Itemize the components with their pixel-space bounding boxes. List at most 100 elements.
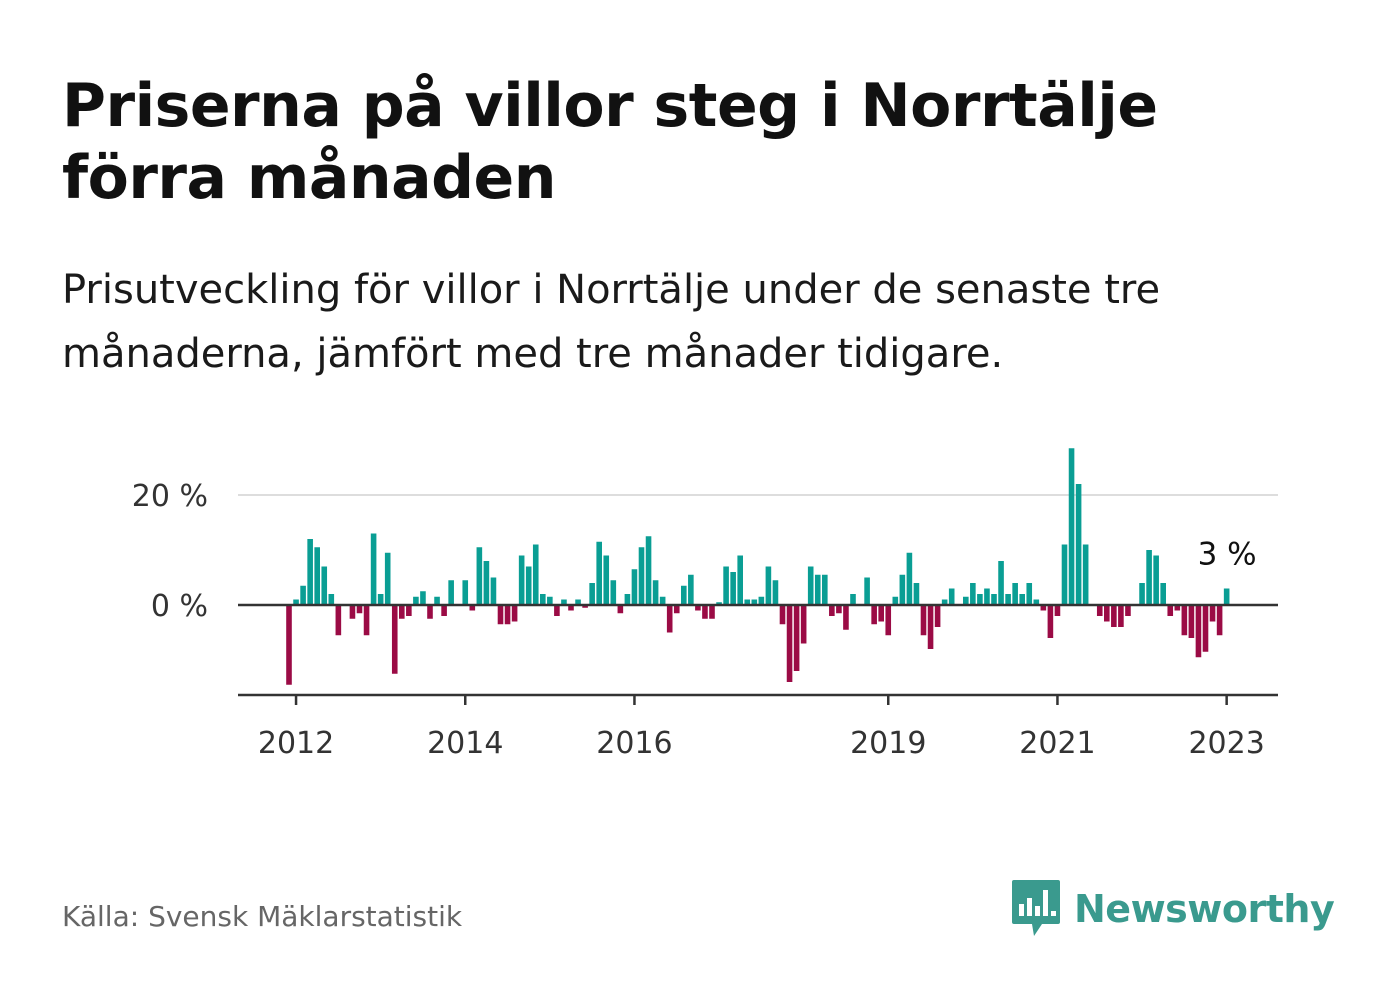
- bar: [1019, 594, 1025, 605]
- bar: [1160, 583, 1166, 605]
- bar: [448, 580, 454, 605]
- bar: [1209, 605, 1216, 622]
- bar: [413, 596, 419, 605]
- bar: [695, 605, 701, 611]
- bar: [1096, 605, 1103, 616]
- bar: [800, 605, 807, 644]
- bar: [688, 574, 694, 605]
- bar: [984, 588, 990, 605]
- bar: [702, 605, 708, 619]
- bar: [631, 569, 638, 605]
- bar: [462, 580, 469, 605]
- bar: [483, 561, 490, 605]
- bar: [1061, 544, 1068, 605]
- bar: [363, 605, 370, 636]
- brand-logo: Newsworthy: [1010, 878, 1335, 940]
- bar: [666, 605, 673, 633]
- bar: [709, 605, 715, 619]
- bar: [582, 605, 588, 608]
- bar: [1181, 605, 1188, 636]
- x-tick-label: 2021: [1019, 726, 1095, 761]
- bar: [1167, 605, 1174, 616]
- bar: [554, 605, 560, 616]
- bar: [293, 599, 299, 605]
- bar: [624, 594, 631, 605]
- bar: [420, 591, 426, 605]
- bar: [871, 605, 877, 625]
- x-tick-label: 2014: [427, 726, 503, 761]
- bar: [1040, 605, 1047, 611]
- bar: [1005, 594, 1011, 605]
- bar: [659, 596, 666, 605]
- bar: [321, 566, 328, 605]
- bar: [568, 605, 574, 611]
- bar: [547, 596, 553, 605]
- bar-chart-speech-bubble-icon: [1012, 880, 1060, 936]
- bar: [991, 594, 997, 605]
- bar: [970, 583, 976, 605]
- bar: [814, 574, 821, 605]
- bar: [941, 599, 948, 605]
- bar: [723, 566, 729, 605]
- bar: [899, 574, 906, 605]
- bar: [596, 541, 602, 605]
- bar: [469, 605, 476, 611]
- bar: [864, 577, 870, 605]
- bar: [476, 547, 483, 605]
- bar: [540, 594, 546, 605]
- bar: [286, 605, 292, 685]
- bar: [441, 605, 447, 616]
- last-value-label: 3 %: [1198, 537, 1257, 573]
- bar: [1216, 605, 1223, 636]
- bar: [934, 605, 941, 627]
- bar: [518, 555, 525, 605]
- bar: [384, 552, 391, 605]
- bar: [617, 605, 624, 614]
- bar: [399, 605, 405, 619]
- bar: [349, 605, 356, 619]
- bar: [1047, 605, 1054, 638]
- source-note: Källa: Svensk Mäklarstatistik: [62, 900, 463, 933]
- bar: [1068, 448, 1075, 605]
- bar: [490, 577, 497, 605]
- bar: [673, 605, 680, 614]
- x-tick-label: 2016: [596, 726, 672, 761]
- bar: [779, 605, 786, 625]
- bar: [758, 596, 765, 605]
- bar: [1146, 550, 1152, 605]
- x-tick-label: 2023: [1188, 726, 1264, 761]
- bar: [807, 566, 814, 605]
- bar: [1111, 605, 1117, 627]
- bar: [822, 574, 828, 605]
- bar: [1139, 583, 1145, 605]
- bar: [765, 566, 772, 605]
- bar: [356, 605, 363, 614]
- bar: [730, 572, 736, 605]
- bar: [1104, 605, 1110, 622]
- bar: [977, 594, 983, 605]
- bar: [1054, 605, 1061, 616]
- bar: [561, 599, 567, 605]
- bar: [575, 599, 581, 605]
- bar: [377, 594, 384, 605]
- bar: [370, 533, 377, 605]
- bar: [1075, 484, 1082, 605]
- bar: [1223, 588, 1230, 605]
- bar: [878, 605, 884, 622]
- bar: [1012, 583, 1018, 605]
- bar: [335, 605, 342, 636]
- bar: [314, 547, 320, 605]
- bar: [927, 605, 934, 649]
- bar: [645, 536, 652, 605]
- bar: [1082, 544, 1089, 605]
- bar: [1153, 555, 1159, 605]
- bar: [892, 596, 899, 605]
- x-tick-label: 2012: [258, 726, 334, 761]
- bar: [751, 599, 758, 605]
- bar: [300, 585, 306, 605]
- bar: [843, 605, 849, 630]
- bar: [406, 605, 412, 616]
- bar: [998, 561, 1004, 605]
- bar: [497, 605, 504, 625]
